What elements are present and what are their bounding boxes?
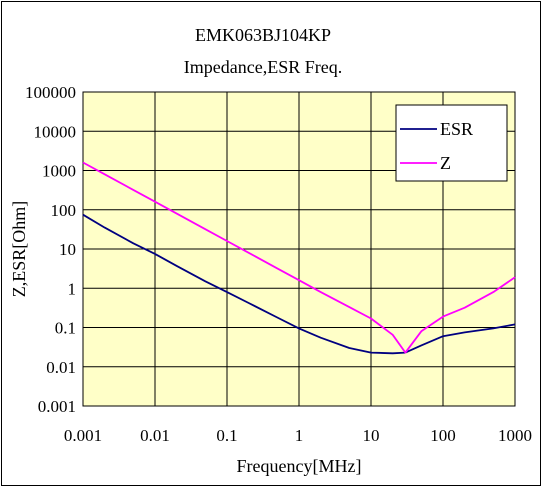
y-tick-label: 10 [59, 240, 76, 259]
y-tick-label: 0.1 [55, 319, 76, 338]
y-tick-label: 10000 [34, 122, 77, 141]
legend: ESR Z [395, 104, 508, 182]
x-tick-label: 1 [295, 426, 304, 445]
chart-subtitle: Impedance,ESR Freq. [184, 57, 342, 77]
y-tick-label: 1 [68, 279, 77, 298]
y-tick-label: 1000 [42, 162, 76, 181]
legend-z-label: Z [440, 153, 451, 173]
x-tick-label: 100 [430, 426, 456, 445]
chart-title: EMK063BJ104KP [195, 25, 331, 45]
x-tick-label: 10 [363, 426, 380, 445]
x-tick-label: 0.01 [140, 426, 170, 445]
series-line-esr [82, 213, 516, 355]
y-tick-label: 100 [51, 201, 77, 220]
x-tick-labels: 0.001 0.01 0.1 1 10 100 1000 [64, 426, 532, 445]
y-axis-label: Z,ESR[Ohm] [9, 201, 29, 298]
grid-lines [83, 92, 515, 406]
y-tick-label: 100000 [25, 83, 76, 102]
x-tick-label: 1000 [498, 426, 532, 445]
y-tick-label: 0.001 [38, 397, 76, 416]
y-tick-label: 0.01 [46, 358, 76, 377]
x-tick-label: 0.001 [64, 426, 102, 445]
x-axis-label: Frequency[MHz] [237, 456, 362, 476]
x-tick-label: 0.1 [216, 426, 237, 445]
y-tick-labels: 0.001 0.01 0.1 1 10 100 1000 10000 100000 [25, 83, 76, 416]
legend-esr-label: ESR [440, 119, 473, 139]
series-line-z [82, 161, 516, 354]
legend-box [395, 104, 508, 182]
series-lines [82, 161, 516, 355]
